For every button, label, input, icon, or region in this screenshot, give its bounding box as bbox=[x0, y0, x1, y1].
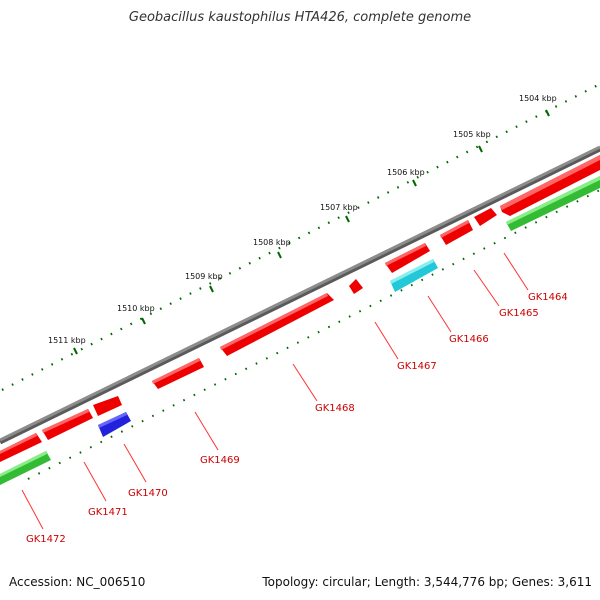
kbp-tick-1505 bbox=[478, 145, 483, 153]
kbp-label-1511: 1511 kbp bbox=[48, 336, 86, 345]
gene-label-gk1467[interactable]: GK1467 bbox=[397, 361, 437, 372]
gene-leader-lines bbox=[21, 252, 529, 530]
leader-gk1467 bbox=[374, 321, 399, 360]
leader-gk1466 bbox=[427, 295, 452, 333]
gene-label-gk1466[interactable]: GK1466 bbox=[449, 334, 489, 345]
leader-gk1468 bbox=[292, 363, 318, 402]
kbp-tick-1511 bbox=[73, 347, 78, 355]
kbp-label-1509: 1509 kbp bbox=[185, 272, 223, 281]
kbp-tick-1504 bbox=[545, 109, 550, 117]
gene-label-gk1471[interactable]: GK1471 bbox=[88, 507, 128, 518]
green-feature-top-right-highlight bbox=[506, 176, 600, 225]
genome-summary: Topology: circular; Length: 3,544,776 bp… bbox=[262, 575, 592, 589]
accession-label: Accession: NC_006510 bbox=[9, 575, 146, 589]
gene-label-gk1469[interactable]: GK1469 bbox=[200, 455, 240, 466]
leader-gk1471 bbox=[83, 461, 107, 502]
gene-label-gk1470[interactable]: GK1470 bbox=[128, 488, 168, 499]
gene-gk1471-highlight bbox=[42, 409, 89, 433]
gene-label-gk1468[interactable]: GK1468 bbox=[315, 403, 355, 414]
backbone-shadow bbox=[0, 146, 600, 445]
kbp-tick-group: 1504 kbp 1505 kbp 1506 kbp 1507 kbp 1508… bbox=[48, 94, 557, 355]
kbp-label-1508: 1508 kbp bbox=[253, 238, 291, 247]
gene-label-gk1464[interactable]: GK1464 bbox=[528, 292, 568, 303]
gene-gk1470-feature[interactable] bbox=[93, 396, 122, 416]
kbp-tick-1506 bbox=[412, 179, 417, 187]
cyan-feature[interactable] bbox=[390, 259, 438, 292]
kbp-label-1506: 1506 kbp bbox=[387, 168, 425, 177]
gene-gk1472-highlight bbox=[0, 433, 37, 454]
chromosome-backbone bbox=[0, 145, 600, 445]
blue-feature[interactable] bbox=[98, 412, 131, 437]
outer-kbp-scale bbox=[1, 83, 600, 391]
genome-title: Geobacillus kaustophilus HTA426, complet… bbox=[128, 10, 472, 25]
gene-gk1471-feature[interactable] bbox=[42, 409, 93, 440]
kbp-tick-1509 bbox=[209, 285, 214, 293]
gene-gk1467-adjacent-feature[interactable] bbox=[385, 243, 430, 273]
gene-gk1468-feature[interactable] bbox=[220, 293, 334, 356]
green-feature-bottom-left-highlight bbox=[0, 451, 47, 477]
inner-scale bbox=[27, 189, 600, 480]
gene-gk1464-highlight bbox=[500, 155, 600, 210]
special-features bbox=[0, 176, 600, 485]
kbp-label-1505: 1505 kbp bbox=[453, 130, 491, 139]
gene-gk1469-feature[interactable] bbox=[152, 358, 204, 389]
leader-gk1470 bbox=[123, 443, 147, 483]
gene-label-gk1472[interactable]: GK1472 bbox=[26, 534, 66, 545]
inner-scale-track bbox=[27, 189, 600, 480]
gene-gk1468-highlight bbox=[220, 293, 328, 350]
forward-strand-genes bbox=[0, 155, 600, 462]
gene-gk1465-feature[interactable] bbox=[474, 208, 497, 226]
kbp-tick-1510 bbox=[141, 317, 146, 325]
kbp-tick-1507 bbox=[345, 215, 350, 223]
blue-feature-highlight bbox=[98, 412, 127, 428]
gene-gk1472-feature[interactable] bbox=[0, 433, 42, 462]
gene-gk1466-highlight bbox=[440, 220, 469, 238]
gene-gk1467-adjacent-highlight bbox=[385, 243, 426, 266]
leader-gk1465 bbox=[473, 269, 500, 307]
kbp-label-1507: 1507 kbp bbox=[320, 203, 358, 212]
cyan-feature-highlight bbox=[390, 259, 434, 284]
green-feature-bottom-left[interactable] bbox=[0, 451, 51, 485]
gene-gk1469-highlight bbox=[152, 358, 200, 384]
gene-gk1466-feature[interactable] bbox=[440, 220, 473, 245]
kbp-tick-1508 bbox=[277, 251, 282, 259]
kbp-label-1504: 1504 kbp bbox=[519, 94, 557, 103]
outer-scale-track bbox=[1, 83, 600, 391]
kbp-label-1510: 1510 kbp bbox=[117, 304, 155, 313]
backbone-line bbox=[0, 145, 600, 442]
leader-gk1469 bbox=[194, 411, 219, 451]
gene-labels: GK1464 GK1465 GK1466 GK1467 GK1468 GK146… bbox=[26, 292, 568, 545]
gene-gk1467-feature[interactable] bbox=[349, 279, 363, 294]
gene-label-gk1465[interactable]: GK1465 bbox=[499, 308, 539, 319]
leader-gk1464 bbox=[503, 252, 529, 291]
leader-gk1472 bbox=[21, 489, 44, 530]
